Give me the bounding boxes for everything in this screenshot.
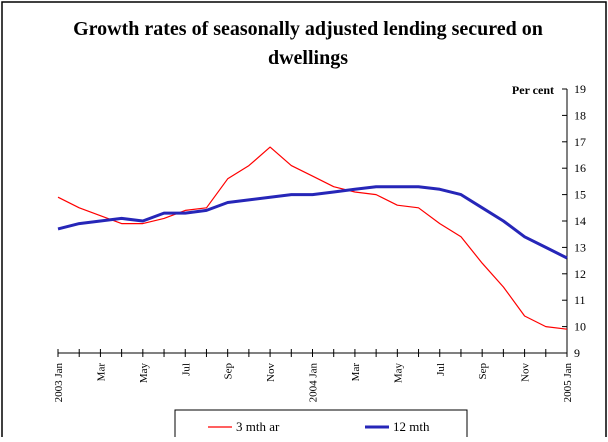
x-tick-label: Mar [95, 363, 107, 382]
x-tick-label: 2005 Jan [562, 363, 574, 403]
x-tick-label: Jul [435, 363, 447, 376]
chart-title-line1: Growth rates of seasonally adjusted lend… [73, 18, 543, 40]
x-tick-label: 2004 Jan [308, 363, 320, 403]
x-tick-label: May [392, 363, 404, 384]
series-line-3-mth-ar [57, 146, 568, 330]
x-tick-label: May [138, 363, 150, 384]
legend: 3 mth ar 12 mth [174, 409, 468, 441]
legend-label-3-mth-ar: 3 mth ar [236, 419, 280, 434]
y-tick-label: 16 [574, 161, 586, 175]
y-ticks: 9 10 11 12 13 14 15 16 17 18 19 [562, 82, 586, 360]
x-tick-label: 2003 Jan [53, 363, 65, 403]
x-tick-label: Sep [223, 363, 235, 380]
y-tick-label: 10 [574, 320, 586, 334]
x-tick-label: Jul [180, 363, 192, 376]
series-line-12-mth [57, 185, 568, 260]
x-tick-label: Sep [477, 363, 489, 380]
series-lines [57, 146, 568, 330]
y-tick-label: 18 [574, 108, 586, 122]
y-tick-label: 17 [574, 135, 586, 149]
y-tick-label: 19 [574, 82, 586, 96]
x-ticks: 2003 Jan Mar May Jul Sep Nov 2004 Jan Mar May Jul… [53, 349, 574, 402]
y-tick-label: 13 [574, 240, 586, 254]
chart-title-line2: dwellings [268, 47, 348, 69]
y-tick-label: 12 [574, 267, 586, 281]
y-axis-label: Per cent [512, 83, 554, 97]
x-tick-label: Nov [265, 363, 277, 382]
y-tick-label: 14 [574, 214, 586, 228]
y-tick-label: 15 [574, 188, 586, 202]
x-tick-label: Nov [520, 363, 532, 382]
legend-box [174, 409, 468, 441]
legend-label-12-mth: 12 mth [393, 419, 430, 434]
y-tick-label: 11 [574, 293, 586, 307]
x-tick-label: Mar [350, 363, 362, 382]
y-tick-label: 9 [574, 346, 580, 360]
